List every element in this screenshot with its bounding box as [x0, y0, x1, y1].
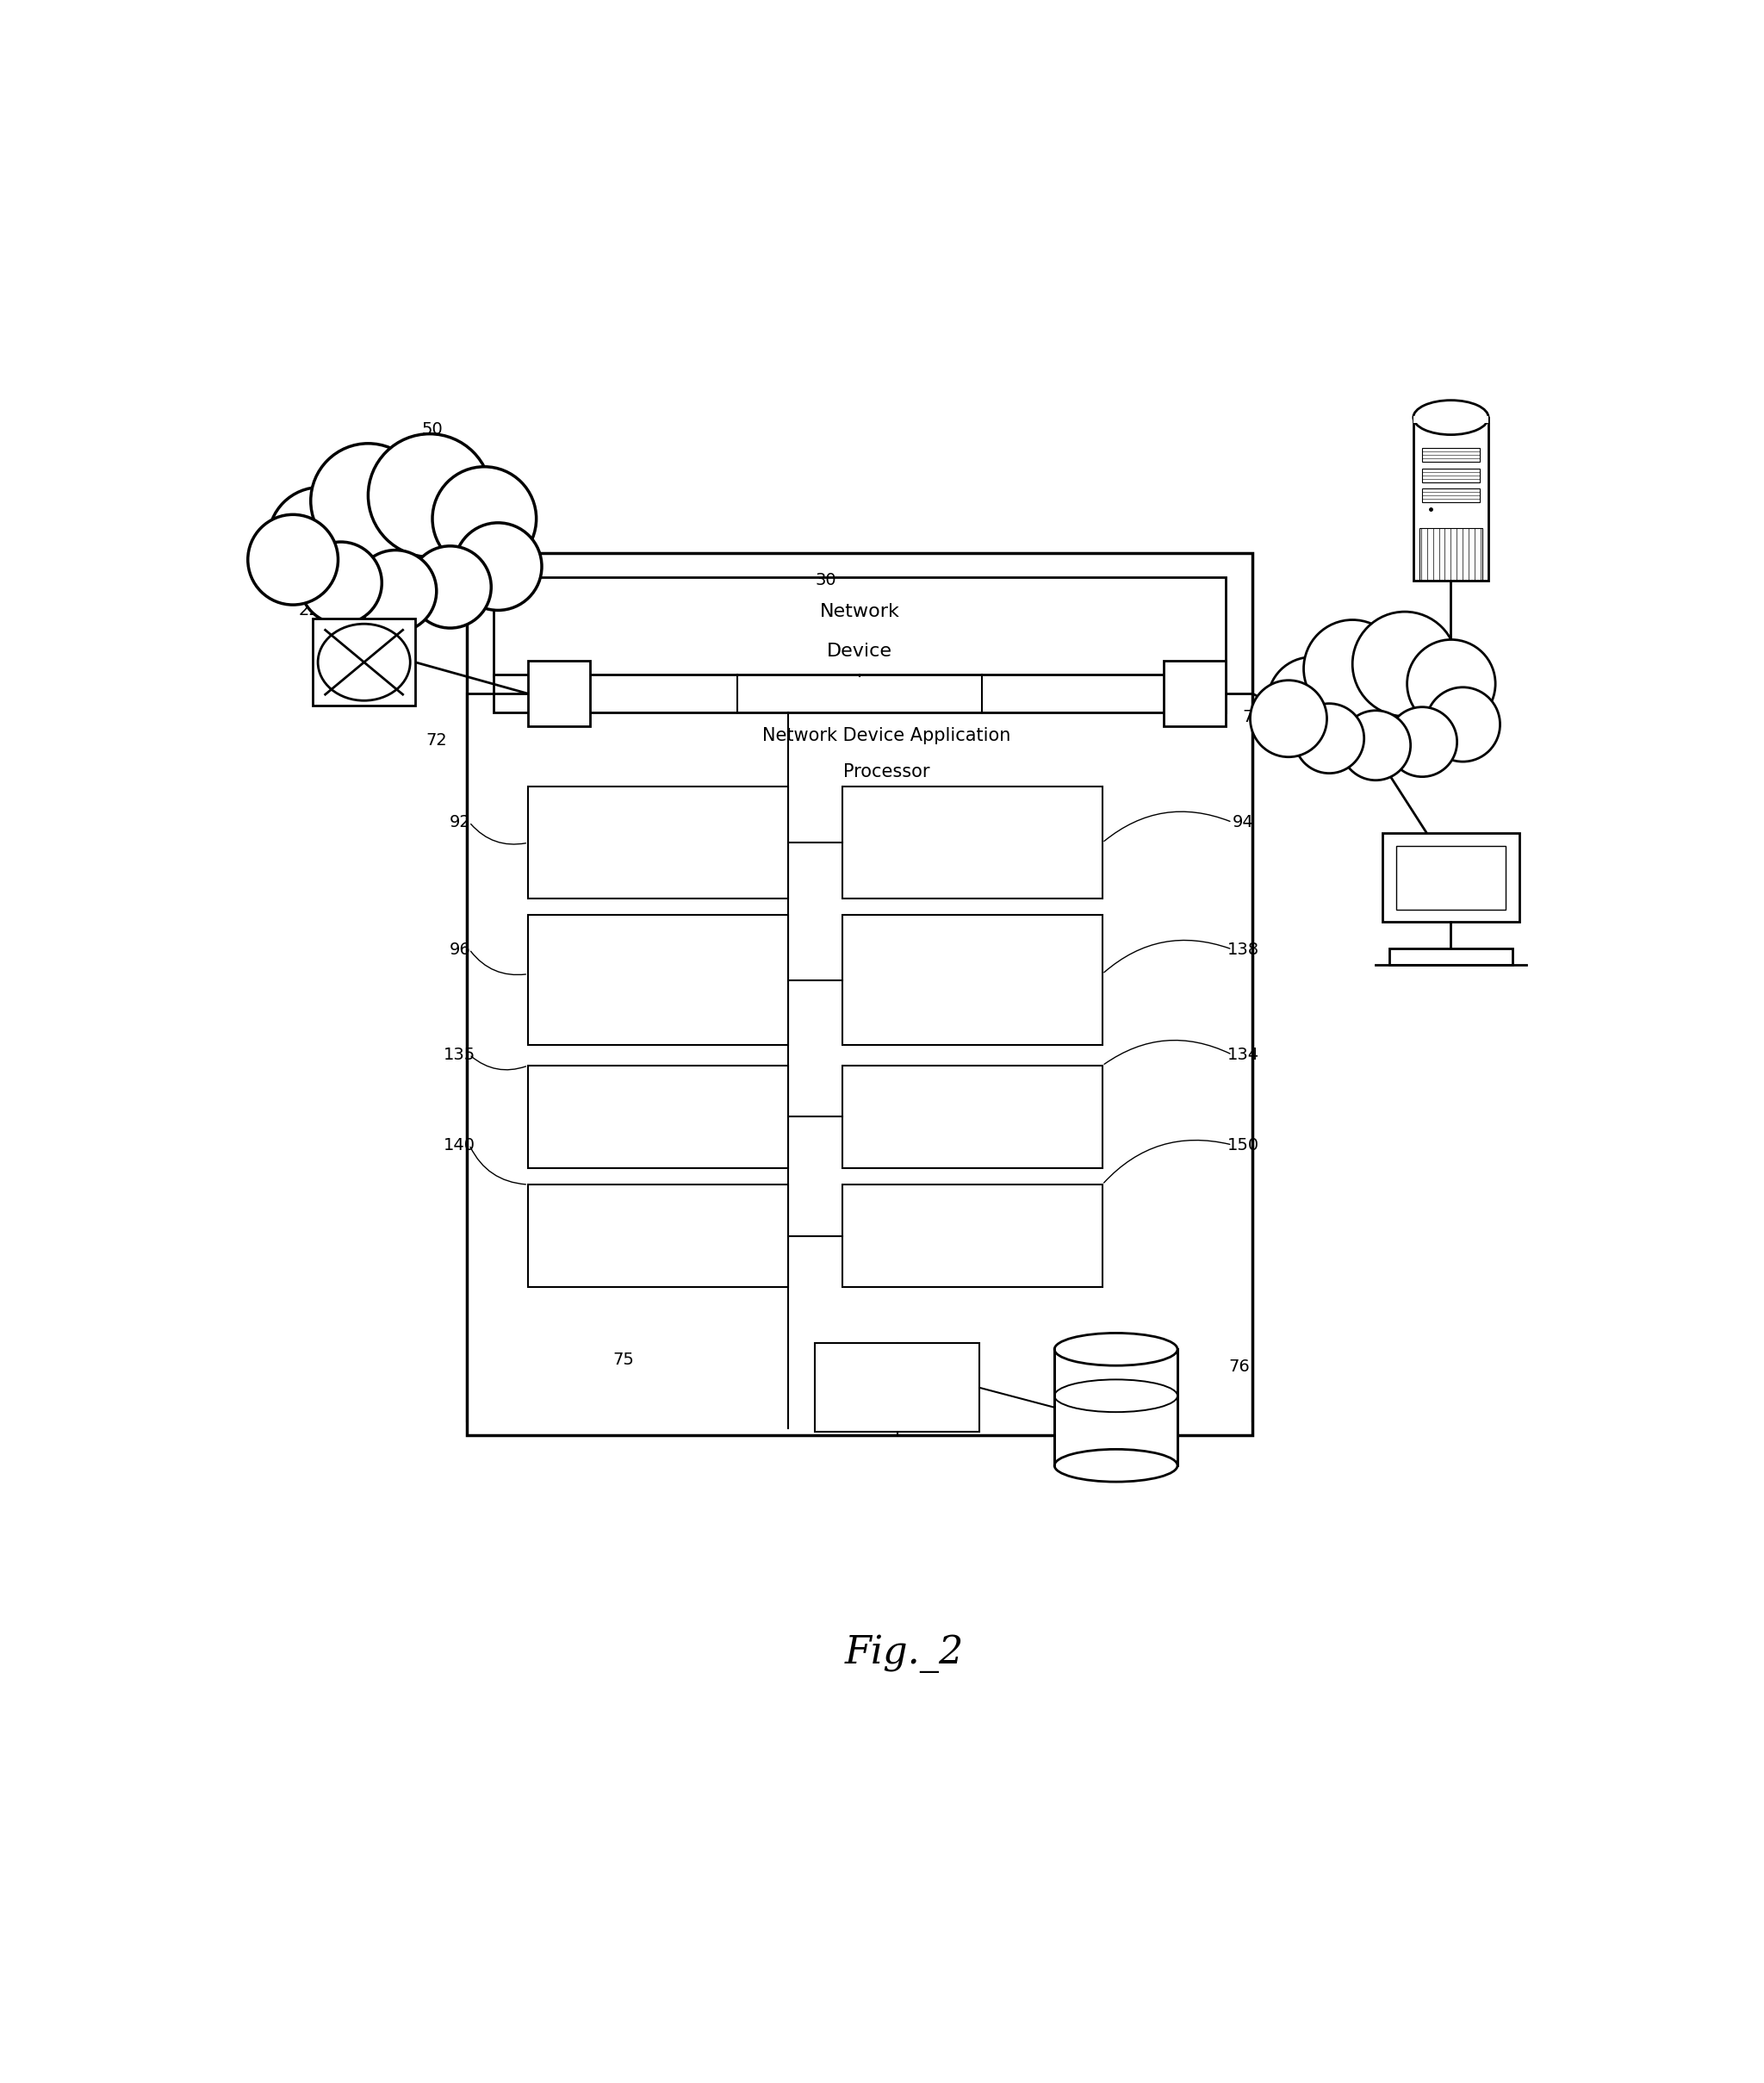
- Text: 96: 96: [450, 942, 471, 958]
- Text: 135: 135: [445, 1046, 476, 1062]
- Circle shape: [310, 444, 425, 558]
- Bar: [1420, 529, 1482, 581]
- Circle shape: [268, 487, 372, 592]
- Circle shape: [1304, 621, 1401, 717]
- Bar: [1383, 833, 1519, 923]
- Text: Engine: Engine: [630, 1246, 686, 1260]
- Text: Network: Network: [820, 604, 900, 621]
- Text: 76: 76: [1228, 1358, 1249, 1375]
- Text: Information Base: Information Base: [901, 994, 1044, 1010]
- Text: Processor: Processor: [617, 854, 699, 869]
- Text: Measurement: Measurement: [600, 1210, 716, 1227]
- Ellipse shape: [318, 625, 411, 700]
- Text: 140: 140: [445, 1137, 476, 1154]
- Text: Administrator: Administrator: [916, 1210, 1030, 1227]
- Text: Classification: Classification: [602, 973, 714, 987]
- Circle shape: [432, 467, 536, 571]
- Bar: [1055, 1350, 1178, 1466]
- Text: 75: 75: [614, 1352, 635, 1369]
- Bar: [843, 1185, 1102, 1287]
- Text: Interface: Interface: [935, 1246, 1011, 1260]
- Circle shape: [1268, 656, 1357, 746]
- Circle shape: [355, 550, 436, 631]
- Circle shape: [409, 546, 490, 629]
- Text: Host: Host: [953, 1091, 991, 1108]
- Bar: [1422, 469, 1480, 481]
- Ellipse shape: [1413, 400, 1489, 435]
- Text: 94: 94: [1233, 814, 1254, 831]
- Text: 44: 44: [1413, 421, 1434, 437]
- Bar: [1422, 448, 1480, 462]
- Text: 21: 21: [346, 498, 369, 512]
- Text: Management: Management: [917, 950, 1027, 967]
- Bar: [1422, 490, 1480, 502]
- Bar: [494, 675, 1226, 712]
- Bar: [815, 1344, 979, 1431]
- Text: Flow Control: Flow Control: [921, 817, 1025, 833]
- Bar: [466, 552, 1252, 1435]
- Bar: [1390, 948, 1512, 964]
- Bar: [843, 787, 1102, 898]
- Text: Database: Database: [617, 1125, 699, 1141]
- Bar: [527, 914, 789, 1046]
- Circle shape: [1408, 639, 1496, 727]
- Text: Packet: Packet: [630, 817, 686, 833]
- Circle shape: [369, 433, 490, 556]
- Text: Database: Database: [933, 1125, 1013, 1141]
- Text: 22: 22: [298, 602, 319, 619]
- Bar: [843, 1066, 1102, 1169]
- Text: Engine: Engine: [630, 1004, 686, 1021]
- Text: Processor: Processor: [843, 762, 930, 781]
- Text: 42: 42: [1461, 906, 1482, 923]
- Text: Module: Module: [942, 854, 1004, 869]
- Text: 150: 150: [1228, 1137, 1259, 1154]
- Text: 71: 71: [1242, 708, 1263, 725]
- Bar: [843, 914, 1102, 1046]
- Circle shape: [455, 523, 542, 610]
- Circle shape: [1251, 681, 1327, 756]
- Ellipse shape: [1055, 1450, 1178, 1481]
- Text: Network Device Application: Network Device Application: [762, 727, 1011, 746]
- Bar: [1413, 417, 1489, 581]
- Bar: [527, 1066, 789, 1169]
- Circle shape: [1425, 687, 1499, 762]
- Text: Flow: Flow: [639, 1091, 677, 1108]
- Text: Device: Device: [827, 644, 893, 660]
- Text: 40: 40: [1461, 687, 1482, 704]
- Circle shape: [300, 542, 381, 625]
- Text: Fig._2: Fig._2: [845, 1635, 963, 1673]
- Text: 92: 92: [450, 814, 471, 831]
- Text: 50: 50: [422, 421, 443, 437]
- Bar: [1413, 417, 1489, 423]
- Bar: [1397, 846, 1505, 910]
- Bar: [494, 577, 1226, 675]
- Circle shape: [1341, 710, 1411, 781]
- Bar: [527, 1185, 789, 1287]
- Circle shape: [1295, 704, 1364, 773]
- Ellipse shape: [1055, 1333, 1178, 1366]
- Text: 30: 30: [815, 573, 836, 587]
- Text: 134: 134: [1228, 1046, 1259, 1062]
- Bar: [312, 619, 415, 706]
- Circle shape: [247, 515, 339, 604]
- Bar: [1164, 660, 1226, 727]
- Text: Traffic: Traffic: [633, 939, 683, 956]
- Text: 138: 138: [1228, 942, 1259, 958]
- Text: 72: 72: [425, 731, 446, 748]
- Bar: [527, 660, 589, 727]
- Circle shape: [1353, 612, 1457, 717]
- Circle shape: [1387, 706, 1457, 777]
- Bar: [527, 787, 789, 898]
